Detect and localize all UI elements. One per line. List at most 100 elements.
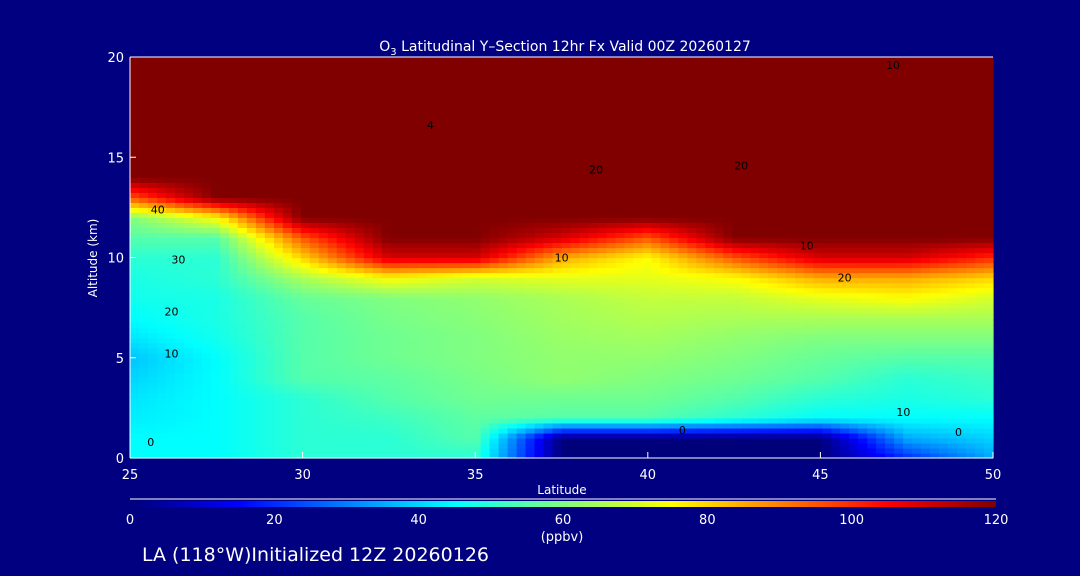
heatmap-cell — [138, 297, 149, 304]
heatmap-cell — [840, 337, 850, 344]
heatmap-cell — [399, 287, 410, 294]
heatmap-cell — [624, 327, 635, 334]
heatmap-cell — [327, 352, 338, 359]
heatmap-cell — [381, 302, 392, 309]
heatmap-cell — [606, 337, 617, 344]
heatmap-cell — [831, 297, 841, 304]
heatmap-cell — [975, 222, 985, 229]
heatmap-cell — [390, 312, 401, 319]
heatmap-cell — [165, 262, 176, 269]
heatmap-cell — [327, 237, 338, 244]
heatmap-cell — [408, 267, 419, 274]
heatmap-cell — [327, 212, 338, 218]
heatmap-cell — [786, 232, 796, 239]
heatmap-cell — [660, 272, 670, 279]
heatmap-cell — [813, 397, 823, 404]
heatmap-cell — [372, 247, 383, 254]
heatmap-cell — [939, 297, 949, 304]
heatmap-cell — [561, 342, 572, 349]
heatmap-cell — [966, 407, 976, 414]
heatmap-cell — [192, 357, 203, 364]
heatmap-cell — [201, 422, 212, 429]
heatmap-cell — [408, 352, 419, 359]
heatmap-cell — [318, 272, 329, 279]
heatmap-cell — [966, 262, 976, 269]
heatmap-cell — [849, 372, 859, 379]
heatmap-cell — [183, 237, 194, 244]
heatmap-cell — [219, 197, 230, 203]
heatmap-cell — [345, 257, 356, 264]
heatmap-cell — [624, 272, 635, 279]
heatmap-cell — [399, 302, 410, 309]
heatmap-cell — [876, 197, 886, 203]
heatmap-cell — [633, 207, 644, 213]
heatmap-cell — [471, 347, 482, 354]
heatmap-cell — [561, 407, 572, 414]
heatmap-cell — [210, 342, 221, 349]
heatmap-cell — [921, 452, 931, 459]
heatmap-cell — [237, 357, 248, 364]
heatmap-cell — [273, 337, 284, 344]
heatmap-cell — [750, 257, 760, 264]
heatmap-cell — [651, 252, 661, 259]
heatmap-cell — [282, 362, 293, 369]
heatmap-cell — [876, 357, 886, 364]
heatmap-cell — [669, 207, 679, 213]
heatmap-cell — [597, 377, 608, 384]
heatmap-cell — [390, 402, 401, 409]
heatmap-cell — [750, 402, 760, 409]
heatmap-cell — [381, 202, 392, 208]
heatmap-cell — [534, 332, 545, 339]
heatmap-cell — [264, 427, 275, 434]
heatmap-cell — [750, 412, 760, 419]
heatmap-cell — [471, 417, 482, 424]
heatmap-cell — [660, 402, 670, 409]
heatmap-cell — [894, 362, 904, 369]
heatmap-cell — [885, 392, 895, 399]
heatmap-cell — [696, 357, 706, 364]
heatmap-cell — [462, 287, 473, 294]
heatmap-cell — [273, 442, 284, 449]
heatmap-cell — [795, 417, 805, 424]
heatmap-cell — [228, 352, 239, 359]
heatmap-cell — [786, 287, 796, 294]
heatmap-cell — [957, 452, 967, 459]
heatmap-cell — [921, 282, 931, 289]
heatmap-cell — [201, 197, 212, 203]
heatmap-cell — [489, 282, 500, 289]
heatmap-cell — [130, 387, 140, 394]
heatmap-cell — [687, 402, 697, 409]
heatmap-cell — [516, 222, 527, 229]
heatmap-cell — [147, 312, 158, 319]
heatmap-cell — [966, 197, 976, 203]
heatmap-cell — [165, 412, 176, 419]
heatmap-cell — [615, 252, 626, 259]
heatmap-cell — [858, 317, 868, 324]
heatmap-cell — [453, 242, 464, 249]
heatmap-cell — [435, 207, 446, 213]
heatmap-cell — [444, 317, 455, 324]
heatmap-cell — [372, 382, 383, 389]
heatmap-cell — [462, 322, 473, 329]
heatmap-cell — [723, 337, 733, 344]
heatmap-cell — [237, 422, 248, 429]
heatmap-cell — [921, 302, 931, 309]
heatmap-cell — [210, 207, 221, 213]
heatmap-cell — [615, 237, 626, 244]
heatmap-cell — [795, 387, 805, 394]
heatmap-cell — [561, 332, 572, 339]
heatmap-cell — [561, 297, 572, 304]
heatmap-cell — [543, 232, 554, 239]
heatmap-cell — [390, 362, 401, 369]
heatmap-cell — [885, 257, 895, 264]
heatmap-cell — [516, 337, 527, 344]
heatmap-cell — [723, 302, 733, 309]
heatmap-cell — [696, 277, 706, 284]
heatmap-cell — [966, 412, 976, 419]
heatmap-cell — [984, 242, 994, 249]
heatmap-cell — [984, 392, 994, 399]
heatmap-cell — [264, 417, 275, 424]
heatmap-cell — [732, 322, 742, 329]
heatmap-cell — [723, 272, 733, 279]
heatmap-cell — [669, 382, 679, 389]
